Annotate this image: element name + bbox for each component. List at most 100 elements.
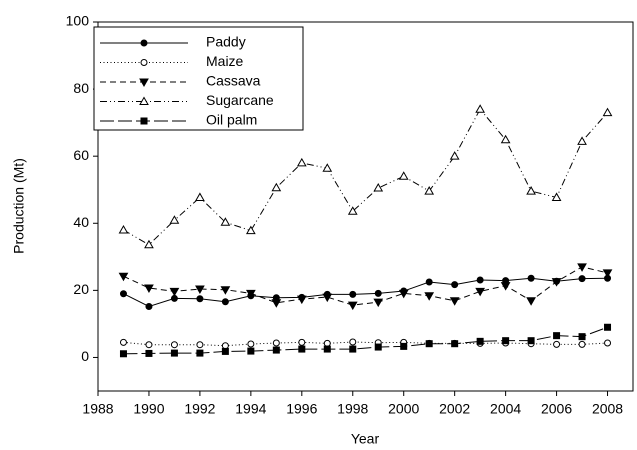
marker — [145, 341, 153, 349]
marker — [144, 239, 154, 249]
marker — [475, 104, 486, 113]
marker — [247, 340, 255, 348]
marker — [119, 290, 127, 298]
x-tick-label: 1988 — [82, 401, 113, 417]
marker — [451, 281, 459, 289]
legend-label: Oil palm — [206, 112, 257, 128]
marker — [449, 297, 460, 306]
marker — [140, 39, 148, 47]
marker — [296, 295, 307, 305]
marker — [373, 183, 384, 192]
marker — [118, 272, 129, 282]
marker — [602, 269, 613, 278]
marker — [139, 96, 149, 105]
marker — [272, 346, 280, 354]
x-tick-label: 1998 — [337, 401, 368, 417]
marker — [323, 345, 331, 353]
y-tick-label: 60 — [73, 147, 89, 163]
marker — [400, 342, 408, 350]
y-tick-label: 0 — [81, 348, 89, 364]
marker — [398, 289, 409, 299]
marker — [196, 341, 204, 349]
marker — [245, 289, 256, 299]
legend-label: Paddy — [206, 34, 246, 50]
marker — [424, 292, 435, 301]
marker — [553, 332, 561, 340]
x-tick-label: 1992 — [184, 401, 215, 417]
marker — [373, 298, 384, 308]
marker — [220, 286, 231, 295]
marker — [527, 274, 535, 282]
series-line — [123, 326, 608, 355]
marker — [271, 182, 282, 192]
marker — [451, 340, 459, 348]
marker — [272, 339, 280, 347]
marker — [526, 186, 536, 195]
marker — [527, 337, 535, 345]
marker — [247, 347, 255, 355]
x-tick-label: 2002 — [439, 401, 470, 417]
marker — [349, 290, 357, 298]
marker — [578, 340, 586, 348]
marker — [196, 295, 204, 303]
marker — [119, 350, 127, 358]
marker — [551, 278, 562, 287]
marker — [502, 337, 510, 345]
legend-label: Maize — [206, 53, 244, 69]
marker — [298, 338, 306, 346]
x-tick-label: 1990 — [133, 401, 164, 417]
marker — [140, 59, 148, 66]
y-tick-label: 40 — [73, 214, 89, 230]
marker — [245, 225, 256, 235]
series-line — [123, 108, 608, 246]
marker — [119, 338, 127, 346]
marker — [398, 171, 409, 180]
y-tick-label: 100 — [66, 13, 90, 29]
marker — [526, 297, 536, 306]
marker — [322, 293, 333, 303]
marker — [500, 134, 511, 144]
marker — [425, 340, 433, 348]
plot-frame — [97, 21, 634, 392]
marker — [196, 349, 204, 357]
marker — [577, 136, 587, 145]
series-line — [123, 341, 608, 347]
marker — [195, 285, 205, 295]
x-tick-label: 1994 — [235, 401, 266, 417]
marker — [424, 186, 435, 195]
y-tick-label: 20 — [73, 281, 89, 297]
marker — [449, 151, 460, 160]
marker — [347, 301, 358, 311]
marker — [425, 278, 433, 286]
marker — [195, 192, 205, 201]
marker — [298, 345, 306, 353]
marker — [578, 333, 586, 341]
marker — [145, 349, 153, 357]
x-axis-label: Year — [351, 431, 380, 447]
marker — [551, 192, 562, 201]
marker — [170, 349, 178, 357]
marker — [323, 339, 331, 347]
marker — [144, 284, 154, 294]
marker — [221, 347, 229, 355]
marker — [604, 323, 612, 331]
series-line — [123, 277, 608, 308]
marker — [500, 282, 511, 291]
marker — [271, 299, 282, 308]
marker — [475, 287, 486, 297]
marker — [577, 263, 587, 272]
marker — [553, 340, 561, 348]
marker — [170, 341, 178, 349]
marker — [296, 157, 307, 167]
marker — [476, 276, 484, 284]
marker — [139, 78, 149, 88]
x-tick-label: 2000 — [388, 401, 419, 417]
marker — [374, 289, 382, 297]
marker — [140, 117, 148, 125]
legend-label: Sugarcane — [206, 92, 274, 108]
x-tick-label: 2006 — [541, 401, 572, 417]
marker — [221, 342, 229, 350]
marker — [602, 107, 613, 117]
marker — [221, 298, 229, 306]
